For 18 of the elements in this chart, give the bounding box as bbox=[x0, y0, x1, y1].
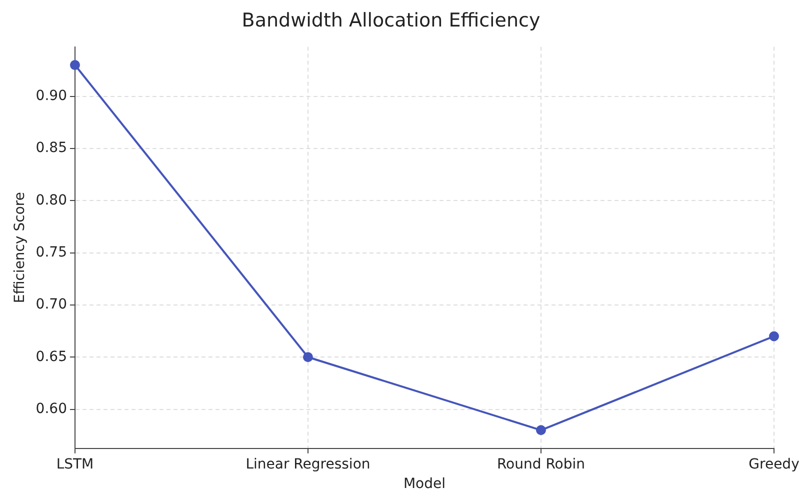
x-tick-label: LSTM bbox=[56, 456, 94, 472]
y-tick-label: 0.85 bbox=[36, 140, 67, 156]
point bbox=[769, 331, 779, 342]
x-tick-label: Round Robin bbox=[496, 456, 586, 472]
y-tick-label: 0.65 bbox=[36, 348, 67, 365]
chart-title: Bandwidth Allocation Efficiency bbox=[242, 9, 540, 32]
point bbox=[70, 60, 80, 70]
point bbox=[536, 425, 546, 436]
y-tick-label: 0.60 bbox=[36, 400, 67, 417]
point bbox=[302, 352, 313, 362]
y-tick-label: 0.75 bbox=[36, 244, 67, 260]
y-tick-label: 0.90 bbox=[36, 88, 67, 104]
x-tick-label: Linear Regression bbox=[246, 456, 370, 472]
y-axis-title: Efficiency Score bbox=[12, 192, 28, 304]
x-axis-title: Model bbox=[403, 476, 446, 492]
y-tick-label: 0.80 bbox=[36, 192, 67, 208]
x-tick-label: Greedy bbox=[748, 456, 800, 472]
y-tick-label: 0.70 bbox=[36, 296, 67, 313]
